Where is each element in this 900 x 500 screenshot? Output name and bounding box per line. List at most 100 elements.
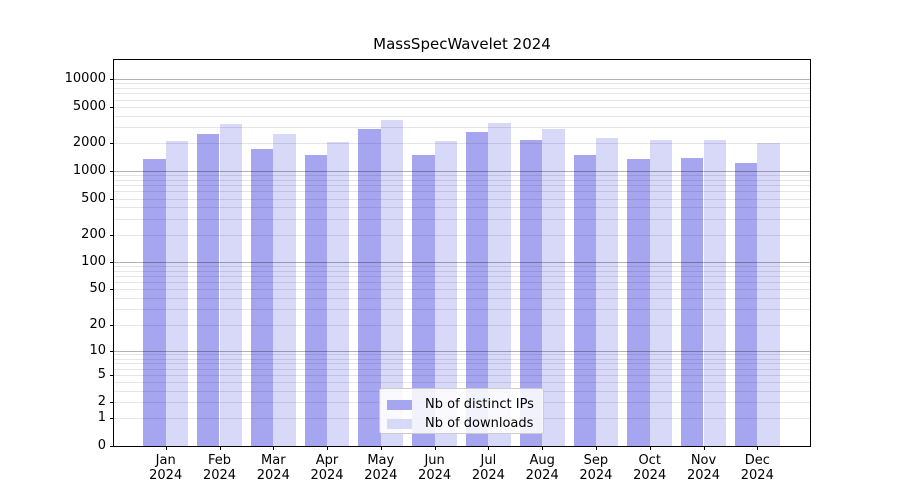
y-tick: [110, 198, 114, 200]
bar-nb-of-distinct-ips-jul: [466, 131, 489, 446]
y-tick-label: 10000: [64, 71, 106, 87]
bar-nb-of-downloads-dec: [757, 142, 780, 446]
x-tick-month: Jun: [424, 453, 445, 468]
minor-gridline: [114, 266, 810, 268]
x-tick-month: Sep: [583, 453, 609, 468]
bar-nb-of-distinct-ips-jan: [143, 159, 166, 446]
minor-gridline: [114, 282, 810, 284]
minor-gridline: [114, 363, 810, 365]
bar-nb-of-distinct-ips-jun: [412, 154, 435, 446]
legend-swatch-downloads-icon: [387, 418, 412, 429]
y-tick: [110, 170, 114, 172]
x-tick-label-nov: Nov 2024: [676, 453, 732, 483]
y-tick-label: 5: [97, 366, 106, 382]
x-tick-label-may: May 2024: [353, 453, 409, 483]
bar-nb-of-distinct-ips-mar: [250, 149, 274, 446]
y-tick: [110, 289, 114, 291]
minor-gridline: [114, 309, 810, 311]
minor-gridline: [114, 115, 810, 117]
x-tick-label-dec: Dec 2024: [729, 453, 785, 483]
x-tick-month: Oct: [638, 453, 661, 468]
x-tick: [165, 446, 167, 450]
x-tick-year: 2024: [686, 468, 721, 483]
x-tick: [327, 446, 328, 450]
legend-item-distinct-ips: Nb of distinct IPs: [380, 395, 543, 414]
x-tick: [380, 446, 382, 450]
legend: Nb of distinct IPs Nb of downloads: [379, 388, 544, 434]
x-tick: [703, 446, 705, 450]
x-tick-year: 2024: [471, 468, 505, 483]
x-tick-month: Jan: [155, 453, 176, 468]
x-tick-year: 2024: [418, 468, 452, 483]
x-tick: [434, 446, 436, 450]
bars-layer: [114, 60, 810, 446]
y-tick: [110, 446, 114, 447]
y-tick-label: 200: [81, 226, 106, 242]
major-gridline: [114, 79, 810, 81]
x-tick-month: May: [367, 453, 395, 468]
y-tick-label: 100: [81, 254, 106, 270]
legend-swatch-distinct-ips-icon: [387, 399, 412, 410]
bar-nb-of-distinct-ips-dec: [734, 162, 758, 446]
bar-nb-of-downloads-apr: [327, 142, 350, 446]
minor-gridline: [114, 324, 810, 326]
minor-gridline: [114, 179, 810, 181]
x-tick-month: Aug: [529, 453, 555, 468]
x-tick-label-jun: Jun 2024: [407, 453, 463, 483]
bar-nb-of-distinct-ips-sep: [573, 155, 596, 446]
y-tick: [110, 106, 114, 108]
y-tick-label: 0: [97, 438, 106, 453]
y-tick: [110, 418, 114, 420]
x-tick-month: Mar: [261, 453, 286, 468]
legend-label-downloads: Nb of downloads: [425, 416, 534, 431]
legend-item-downloads: Nb of downloads: [380, 414, 543, 433]
y-tick-label: 1000: [72, 162, 106, 178]
x-tick: [757, 446, 759, 450]
y-tick: [110, 143, 114, 145]
minor-gridline: [114, 185, 810, 187]
x-tick: [273, 446, 275, 450]
bar-nb-of-distinct-ips-aug: [519, 140, 543, 446]
minor-gridline: [114, 88, 810, 90]
bar-nb-of-distinct-ips-feb: [197, 134, 220, 446]
legend-label-distinct-ips: Nb of distinct IPs: [425, 397, 534, 412]
x-tick-label-aug: Aug 2024: [514, 453, 570, 483]
y-tick-label: 500: [81, 190, 106, 206]
y-tick: [110, 374, 114, 376]
y-tick: [110, 79, 114, 81]
x-tick-year: 2024: [149, 468, 183, 483]
minor-gridline: [114, 143, 810, 145]
x-tick-year: 2024: [633, 468, 667, 483]
minor-gridline: [114, 271, 810, 272]
minor-gridline: [114, 354, 810, 356]
bar-nb-of-downloads-oct: [649, 140, 673, 446]
x-tick-label-jan: Jan 2024: [138, 453, 194, 483]
y-tick-label: 2000: [72, 135, 106, 151]
bar-nb-of-downloads-jun: [434, 140, 457, 446]
x-tick: [542, 446, 544, 450]
y-tick-label: 5000: [72, 98, 106, 114]
x-tick-year: 2024: [310, 468, 344, 483]
minor-gridline: [114, 218, 810, 220]
chart-title: MassSpecWavelet 2024: [373, 35, 551, 53]
y-tick: [110, 324, 114, 326]
major-gridline: [114, 350, 810, 352]
x-tick-year: 2024: [202, 468, 237, 483]
x-tick-year: 2024: [256, 468, 290, 483]
x-tick-month: Dec: [744, 453, 770, 468]
minor-gridline: [114, 298, 810, 300]
minor-gridline: [114, 83, 810, 85]
x-tick-year: 2024: [579, 468, 613, 483]
minor-gridline: [114, 198, 810, 200]
x-tick-label-feb: Feb 2024: [192, 453, 248, 483]
y-tick-label: 20: [89, 316, 106, 332]
y-tick: [110, 262, 114, 264]
y-tick: [110, 350, 114, 352]
minor-gridline: [114, 289, 810, 291]
x-tick-label-sep: Sep 2024: [568, 453, 624, 483]
bar-nb-of-downloads-feb: [219, 123, 242, 446]
x-tick-label-apr: Apr 2024: [299, 453, 355, 483]
minor-gridline: [114, 207, 810, 209]
minor-gridline: [114, 368, 810, 370]
